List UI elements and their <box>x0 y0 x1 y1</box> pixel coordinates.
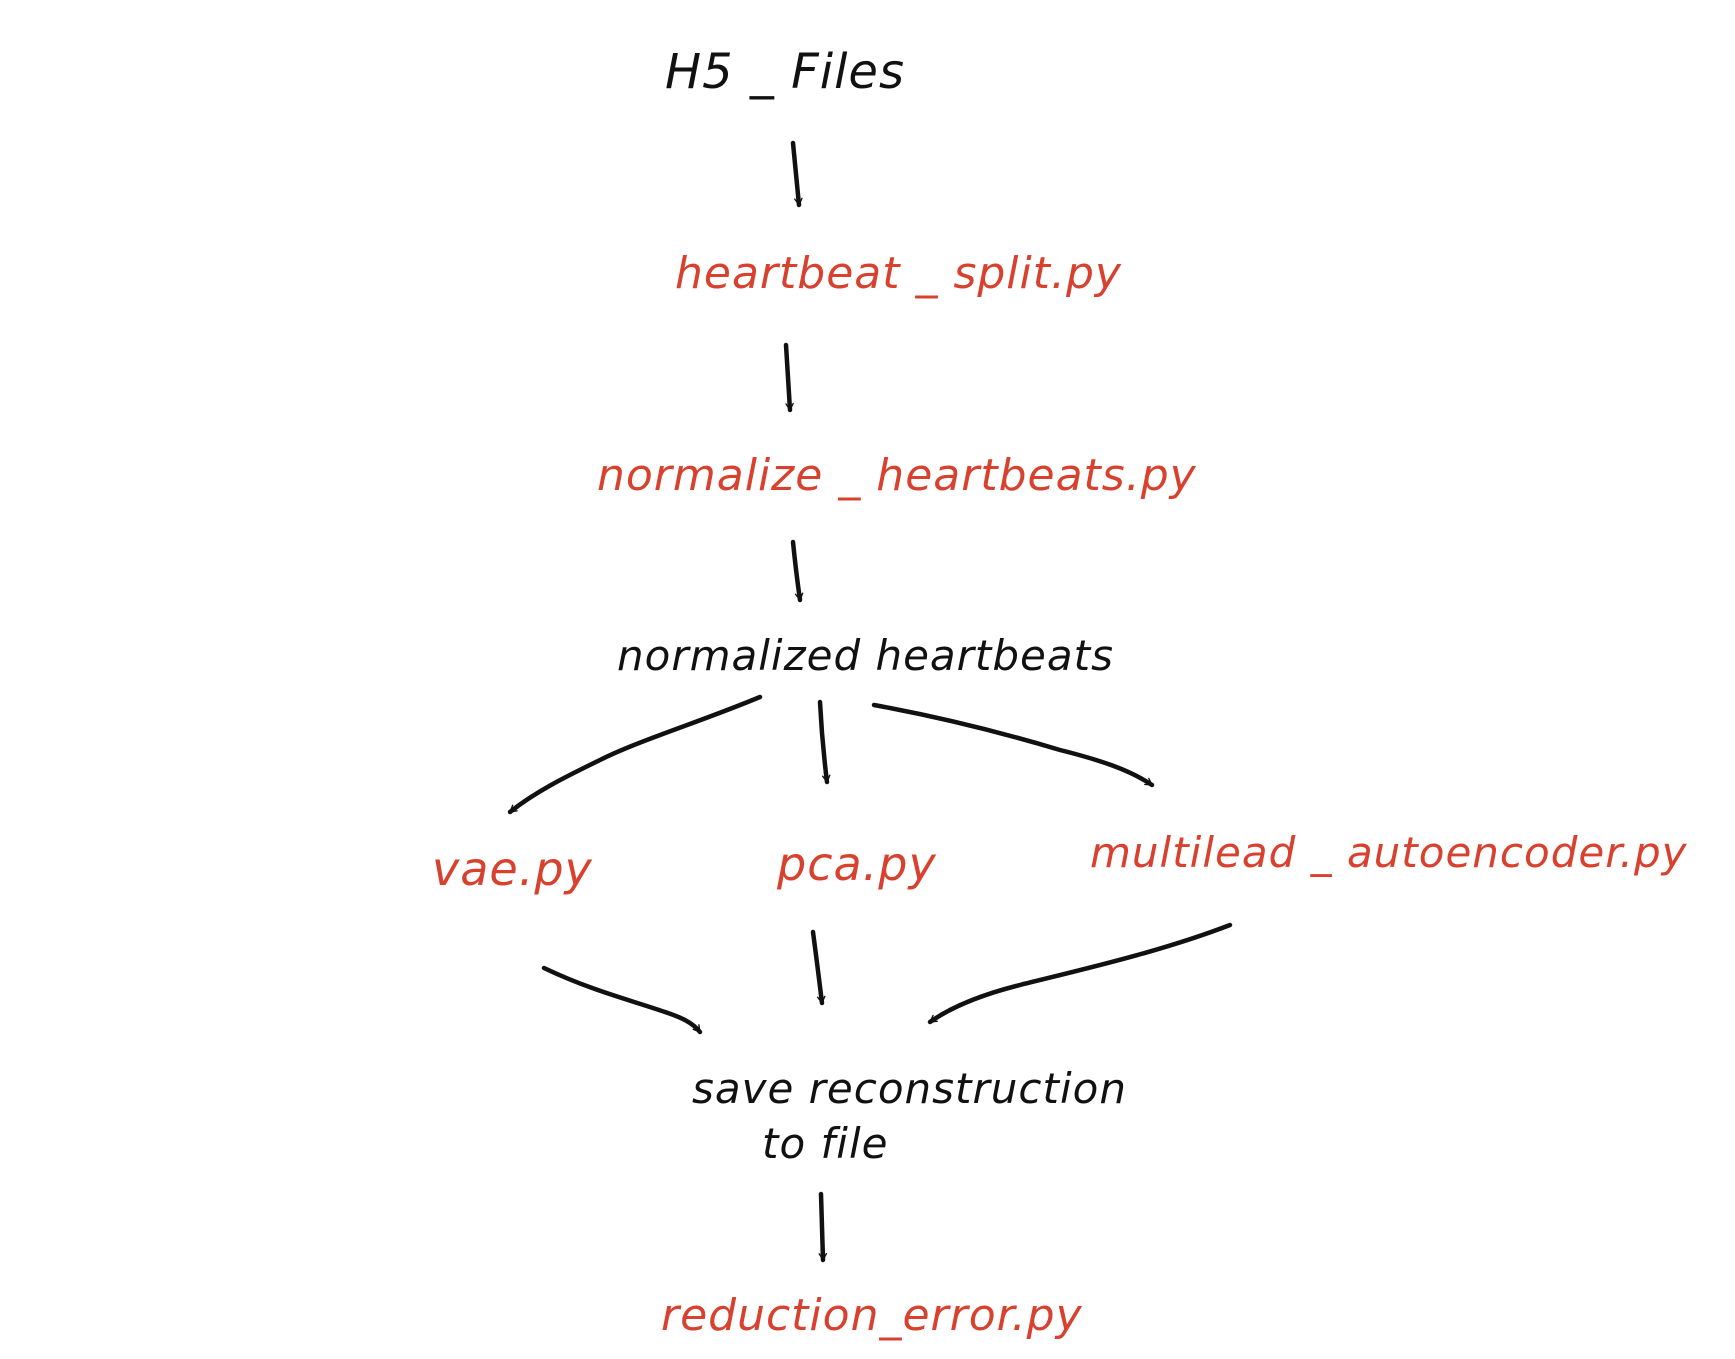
arrow-vae-to-save <box>541 965 703 1035</box>
arrow-normalize-to-normalized <box>790 539 804 603</box>
arrow-normalized-to-autoencoder <box>871 702 1155 788</box>
arrow-autoencoder-to-save <box>927 922 1233 1025</box>
arrow-h5-to-split <box>790 140 803 208</box>
arrow-pca-to-save <box>810 929 826 1006</box>
node-reduction-error: reduction_error.py <box>661 1290 1083 1341</box>
node-normalized-heartbeats: normalized heartbeats <box>617 631 1114 680</box>
node-save-reconstruction-line1: save reconstruction <box>692 1064 1127 1113</box>
node-save-reconstruction-line2: to file <box>762 1119 888 1168</box>
arrow-normalized-to-pca <box>817 699 831 785</box>
node-normalize-heartbeats: normalize _ heartbeats.py <box>597 450 1197 501</box>
node-h5-files: H5 _ Files <box>665 44 905 100</box>
arrow-normalized-to-vae <box>507 694 763 815</box>
node-pca: pca.py <box>776 837 937 891</box>
node-heartbeat-split: heartbeat _ split.py <box>675 248 1122 299</box>
arrow-split-to-normalize <box>783 342 794 413</box>
node-multilead-autoencoder: multilead _ autoencoder.py <box>1090 828 1688 877</box>
arrow-save-to-reduction-error <box>818 1191 828 1263</box>
node-vae: vae.py <box>432 842 593 896</box>
